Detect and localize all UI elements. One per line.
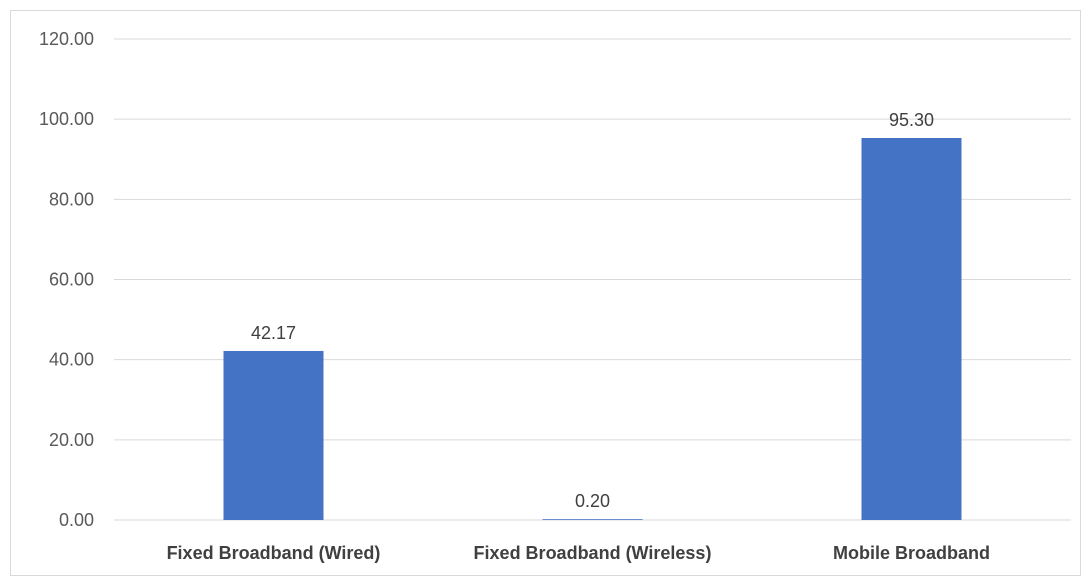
y-tick-label: 80.00: [49, 189, 94, 209]
category-label: Fixed Broadband (Wireless): [474, 543, 712, 563]
bar: [542, 519, 643, 520]
y-tick-label: 120.00: [39, 29, 94, 49]
category-label: Mobile Broadband: [833, 543, 990, 563]
bar: [861, 138, 962, 520]
y-axis-ticks: 0.00 20.00 40.00 60.00 80.00 100.00 120.00: [39, 29, 94, 530]
y-tick-label: 20.00: [49, 430, 94, 450]
y-tick-label: 40.00: [49, 350, 94, 370]
bars: [223, 138, 962, 520]
bar: [223, 350, 324, 520]
y-tick-label: 100.00: [39, 109, 94, 129]
data-label: 42.17: [251, 323, 296, 343]
x-axis-categories: Fixed Broadband (Wired) Fixed Broadband (…: [167, 543, 990, 563]
y-tick-label: 60.00: [49, 270, 94, 290]
data-label: 95.30: [889, 110, 934, 130]
category-label: Fixed Broadband (Wired): [167, 543, 381, 563]
data-label: 0.20: [575, 491, 610, 511]
data-labels: 42.17 0.20 95.30: [251, 110, 934, 511]
y-tick-label: 0.00: [59, 510, 94, 530]
